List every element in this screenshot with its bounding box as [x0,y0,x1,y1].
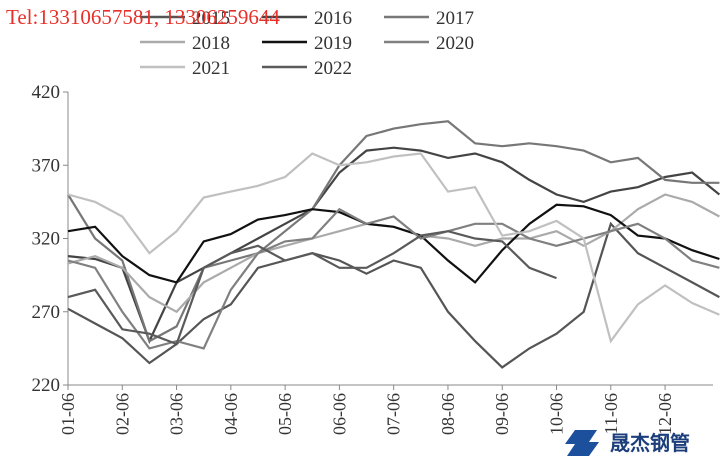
legend-label: 2020 [436,33,474,54]
x-tick-label: 04-06 [221,393,241,435]
logo-icon [565,430,599,456]
y-tick-label: 270 [32,302,61,323]
legend-label: 2015 [192,8,230,29]
logo: 晟杰钢管 [565,430,690,456]
y-tick-label: 420 [32,82,61,103]
watermark: Tel:13310657581, 13306259644 [6,5,280,29]
x-tick-label: 09-06 [492,393,512,435]
legend-label: 2016 [314,8,352,29]
series-line [67,230,557,346]
x-tick-label: 03-06 [167,393,187,435]
x-tick-label: 05-06 [275,393,295,435]
x-tick-label: 10-06 [547,393,567,435]
x-tick-label: 11-06 [601,393,621,434]
series-line [67,146,720,344]
x-tick-label: 02-06 [112,393,132,435]
y-tick-label: 220 [32,375,61,396]
legend-label: 2018 [192,33,230,54]
logo-text: 晟杰钢管 [610,431,690,455]
series-line [67,120,720,343]
x-tick-label: 06-06 [329,393,349,435]
legend-label: 2019 [314,33,352,54]
series-line [67,203,720,284]
series-line [67,152,720,344]
y-tick-label: 320 [32,229,61,250]
legend-label: 2017 [436,8,474,29]
y-tick-label: 370 [32,155,61,176]
x-tick-label: 08-06 [438,393,458,435]
legend-label: 2022 [314,58,352,79]
legend-label: 2021 [192,58,230,79]
series-line [67,221,720,369]
x-tick-label: 07-06 [384,393,404,435]
x-tick-label: 01-06 [58,393,78,435]
x-tick-label: 12-06 [655,393,675,435]
